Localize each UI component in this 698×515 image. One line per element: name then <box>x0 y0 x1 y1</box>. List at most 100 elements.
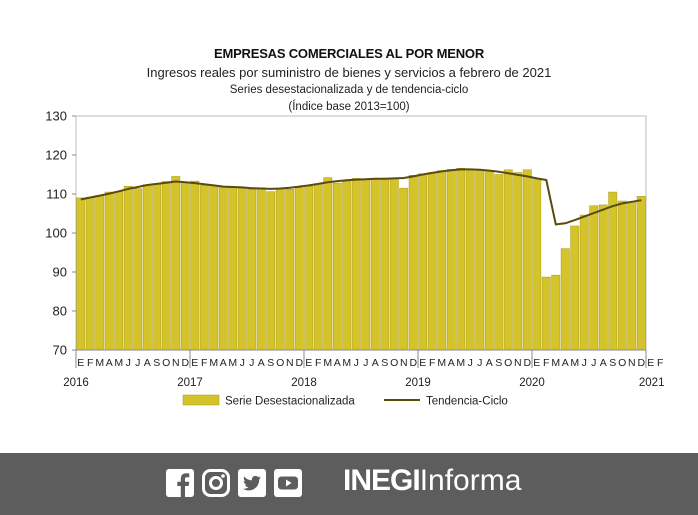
bar <box>475 169 485 351</box>
month-tick-label: J <box>477 357 482 369</box>
chart-subtitle: Ingresos reales por suministro de bienes… <box>146 65 552 80</box>
month-tick-label: J <box>135 357 140 369</box>
bar <box>513 172 523 351</box>
month-tick-label: M <box>95 357 104 369</box>
bar <box>408 175 418 351</box>
month-tick-label: D <box>637 357 645 369</box>
bar <box>427 172 437 351</box>
youtube-icon[interactable] <box>273 468 303 498</box>
month-tick-label: M <box>437 357 446 369</box>
bar <box>437 170 447 351</box>
instagram-icon[interactable] <box>201 468 231 498</box>
month-tick-label: E <box>77 357 84 369</box>
bar <box>332 182 342 351</box>
month-tick-label: J <box>249 357 254 369</box>
month-tick-label: J <box>240 357 245 369</box>
footer-bar <box>0 453 698 515</box>
month-tick-label: F <box>87 357 93 369</box>
month-tick-label: M <box>209 357 218 369</box>
bar <box>484 170 494 351</box>
bar <box>351 178 361 351</box>
month-tick-label: N <box>172 357 180 369</box>
month-tick-label: J <box>354 357 359 369</box>
chart-subtitle-series: Series desestacionalizada y de tendencia… <box>229 84 469 96</box>
bar <box>627 201 637 351</box>
bar <box>370 178 380 351</box>
month-tick-label: N <box>286 357 294 369</box>
year-label: 2017 <box>177 377 203 389</box>
month-tick-label: A <box>258 357 265 369</box>
y-tick-label: 80 <box>53 304 67 319</box>
month-tick-label: E <box>647 357 654 369</box>
social-icons <box>165 468 303 498</box>
month-tick-label: J <box>468 357 473 369</box>
month-tick-label: A <box>486 357 493 369</box>
bar <box>522 169 532 351</box>
month-tick-label: M <box>570 357 579 369</box>
month-tick-label: O <box>276 357 284 369</box>
legend-label-line: Tendencia-Ciclo <box>426 396 508 408</box>
bar <box>304 185 314 351</box>
month-tick-label: M <box>456 357 465 369</box>
month-tick-label: J <box>363 357 368 369</box>
month-tick-label: S <box>381 357 388 369</box>
month-tick-label: A <box>600 357 607 369</box>
bar <box>456 168 466 351</box>
month-tick-label: F <box>429 357 435 369</box>
month-tick-label: E <box>533 357 540 369</box>
bar <box>95 195 105 351</box>
month-tick-label: A <box>144 357 151 369</box>
month-tick-label: M <box>114 357 123 369</box>
month-tick-label: S <box>267 357 274 369</box>
chart-subtitle-base: (Índice base 2013=100) <box>288 101 410 113</box>
legend-label-bar: Serie Desestacionalizada <box>225 396 355 408</box>
bar <box>503 169 513 351</box>
bar <box>228 187 238 351</box>
bar <box>161 181 171 351</box>
month-tick-label: N <box>514 357 522 369</box>
bar <box>399 187 409 351</box>
bar <box>361 178 371 351</box>
bar <box>152 183 162 351</box>
month-tick-label: A <box>106 357 113 369</box>
bar <box>323 177 333 351</box>
chart-area: EMPRESAS COMERCIALES AL POR MENOR Ingres… <box>45 46 665 408</box>
chart-title: EMPRESAS COMERCIALES AL POR MENOR <box>213 46 485 61</box>
bar <box>579 214 589 351</box>
month-tick-label: O <box>618 357 626 369</box>
month-tick-label: D <box>295 357 303 369</box>
bar <box>180 182 190 351</box>
bar <box>608 191 618 351</box>
month-tick-label: D <box>523 357 531 369</box>
month-tick-label: O <box>504 357 512 369</box>
month-tick-label: F <box>657 357 663 369</box>
month-tick-label: J <box>591 357 596 369</box>
bar <box>389 178 399 351</box>
y-tick-label: 120 <box>45 148 67 163</box>
facebook-icon[interactable] <box>165 468 195 498</box>
bar <box>142 184 152 351</box>
bar <box>256 187 266 351</box>
twitter-icon[interactable] <box>237 468 267 498</box>
bar <box>598 204 608 351</box>
bar <box>589 205 599 351</box>
bar <box>275 188 285 351</box>
y-tick-label: 90 <box>53 265 67 280</box>
y-tick-label: 110 <box>46 187 67 202</box>
month-tick-label: M <box>228 357 237 369</box>
bar <box>313 183 323 351</box>
bar <box>551 274 561 351</box>
year-label: 2021 <box>639 377 665 389</box>
bar <box>76 197 86 351</box>
month-tick-label: M <box>323 357 332 369</box>
bar <box>114 191 124 351</box>
month-tick-label: O <box>162 357 170 369</box>
month-tick-label: A <box>334 357 341 369</box>
month-tick-label: A <box>220 357 227 369</box>
bar <box>494 174 504 351</box>
bar <box>570 225 580 351</box>
bar <box>294 187 304 351</box>
month-tick-label: E <box>191 357 198 369</box>
bar <box>85 196 95 351</box>
